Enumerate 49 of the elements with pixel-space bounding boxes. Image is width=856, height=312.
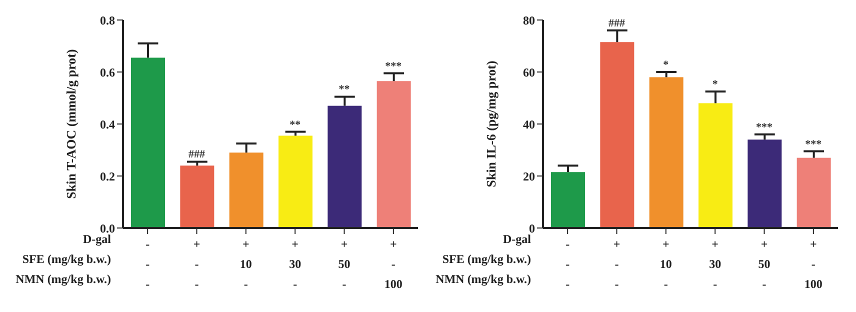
x-tick-label: + - 100: [384, 237, 402, 291]
x-tick-label: + 30 -: [709, 237, 722, 291]
bar: [278, 136, 312, 228]
bar: [229, 152, 264, 228]
y-tick-label: 0.2: [100, 169, 115, 184]
annotation: **: [338, 84, 350, 96]
y-tick-label: 20: [523, 169, 535, 184]
x-tick-label: + 10 -: [660, 237, 672, 291]
x-tick-label: - - -: [566, 237, 570, 291]
y-tick-label: 0.4: [100, 117, 115, 132]
bar: [748, 140, 782, 228]
y-tick-label: 60: [523, 65, 535, 80]
y-axis-title: Skin T-AOC (mmol/g prot): [64, 49, 79, 199]
bar: [376, 81, 411, 228]
bar: [698, 103, 732, 228]
y-tick-label: 0: [529, 221, 535, 236]
x-tick-label: + 10 -: [240, 237, 252, 291]
text: NMN (mg/kg b.w.): [16, 272, 111, 287]
y-tick-label: 0.6: [100, 65, 115, 80]
text: NMN (mg/kg b.w.): [436, 272, 531, 287]
y-axis-title: Skin IL-6 (pg/mg prot): [484, 60, 499, 188]
bar: [649, 77, 684, 228]
bar: [328, 106, 362, 228]
bar: [180, 166, 214, 228]
x-tick-label: + 50 -: [338, 237, 350, 291]
x-tick-label: + 30 -: [289, 237, 302, 291]
annotation: *: [663, 59, 670, 71]
annotation: ###: [188, 148, 206, 161]
y-tick-label: 80: [523, 13, 535, 28]
x-tick-label: + 50 -: [758, 237, 770, 291]
y-tick-label: 40: [523, 117, 535, 132]
y-tick-label: 0.8: [100, 13, 115, 28]
bar: [796, 158, 831, 228]
annotation: ***: [756, 121, 773, 134]
bar: [600, 42, 634, 228]
annotation: *: [712, 78, 718, 90]
x-tick-label: - - -: [146, 237, 150, 291]
annotation: **: [290, 118, 302, 131]
bar: [551, 172, 585, 228]
bar: [131, 58, 165, 228]
x-tick-label: + - 100: [804, 237, 822, 291]
annotation: ***: [805, 138, 822, 150]
annotation: ***: [385, 60, 402, 72]
text: D-gal: [503, 232, 531, 247]
x-tick-label: + - -: [613, 237, 620, 291]
annotation: ###: [608, 17, 626, 30]
text: SFE (mg/kg b.w.): [22, 252, 111, 267]
x-tick-label: + - -: [193, 237, 200, 291]
text: SFE (mg/kg b.w.): [442, 252, 531, 267]
